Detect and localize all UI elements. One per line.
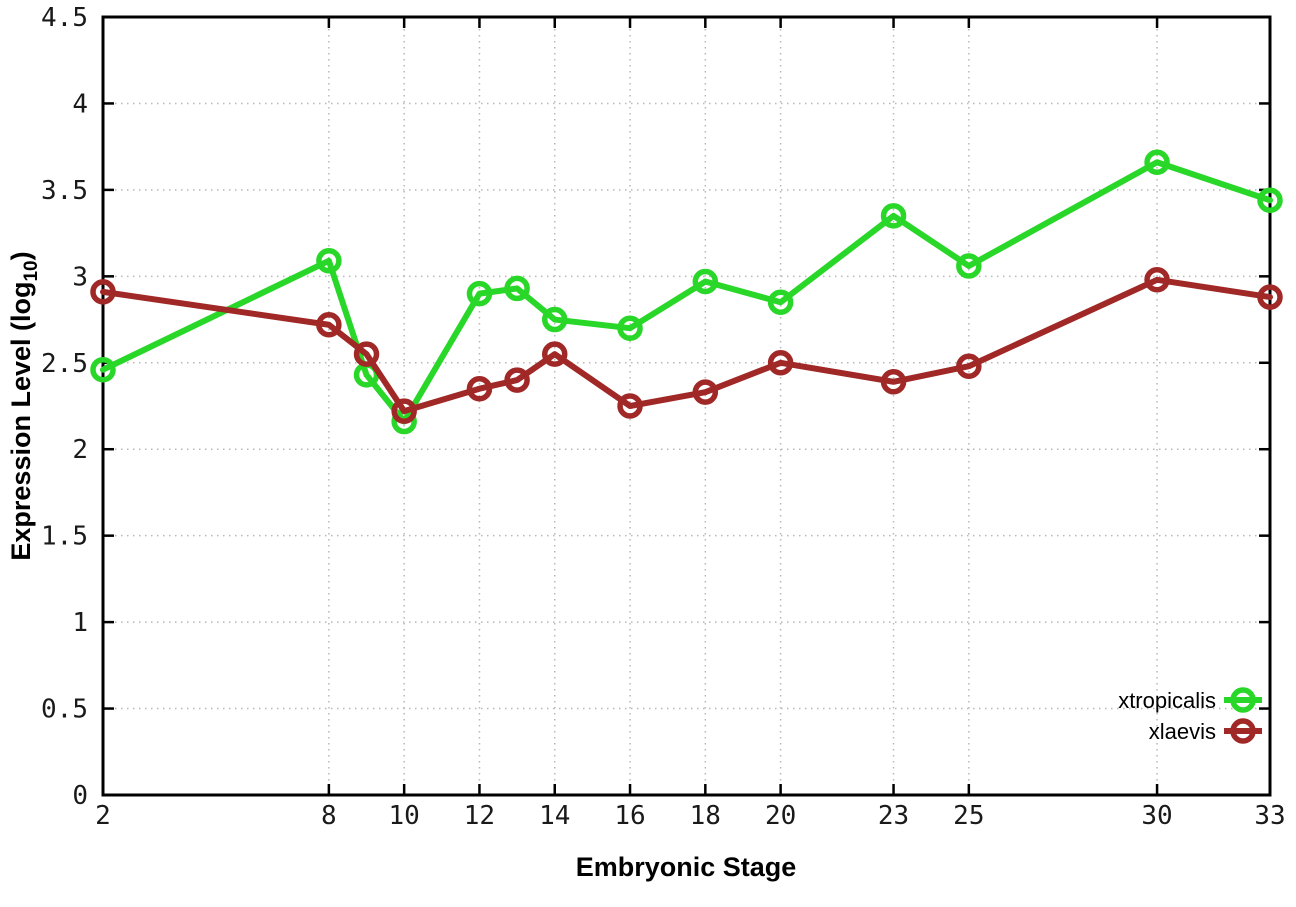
data-point-xlaevis-25 — [956, 353, 982, 379]
data-point-xtropicalis-20 — [767, 289, 794, 316]
y-tick-label: 4 — [72, 89, 88, 119]
data-point-xtropicalis-33 — [1257, 187, 1283, 214]
x-tick-label: 25 — [953, 801, 984, 831]
data-point-xlaevis-30 — [1144, 267, 1170, 293]
y-tick-label: 3 — [72, 262, 88, 292]
data-point-xtropicalis-2 — [90, 356, 116, 383]
data-point-xtropicalis-25 — [956, 253, 982, 279]
legend-sample-xtropicalis — [1224, 687, 1262, 713]
x-tick-label: 12 — [464, 801, 495, 831]
x-tick-label: 8 — [321, 801, 337, 831]
data-point-xlaevis-10 — [391, 398, 417, 424]
y-tick-label: 2.5 — [41, 349, 88, 379]
data-point-xlaevis-2 — [90, 279, 116, 305]
y-tick-label: 2 — [72, 435, 88, 465]
legend-sample-xlaevis — [1224, 718, 1262, 744]
y-axis-title-main: Expression Level (log — [6, 282, 36, 561]
data-point-xlaevis-16 — [617, 393, 643, 419]
y-axis-title-close: ) — [6, 251, 36, 260]
plot-border — [101, 15, 1272, 797]
data-point-xlaevis-33 — [1257, 284, 1283, 310]
data-point-xlaevis-20 — [767, 350, 794, 376]
data-point-xtropicalis-23 — [880, 203, 907, 229]
tick-marks-layer — [101, 15, 1272, 797]
plot-border-layer — [101, 15, 1272, 797]
x-tick-label: 16 — [614, 801, 645, 831]
data-point-xtropicalis-30 — [1144, 149, 1170, 175]
y-axis-title: Expression Level (log10) — [6, 251, 42, 560]
legend: xtropicalis xlaevis — [1118, 687, 1262, 744]
x-tick-label: 30 — [1141, 801, 1172, 831]
y-tick-label: 3.5 — [41, 176, 88, 206]
data-point-xtropicalis-8 — [316, 248, 342, 274]
y-tick-label: 1 — [72, 608, 88, 638]
x-tick-label: 23 — [878, 801, 909, 831]
legend-label-xtropicalis: xtropicalis — [1118, 688, 1216, 713]
x-axis-title: Embryonic Stage — [576, 852, 797, 882]
data-point-xlaevis-8 — [316, 311, 342, 338]
x-tick-label: 33 — [1254, 801, 1285, 831]
legend-sample-marker-xtropicalis — [1230, 687, 1256, 713]
data-point-xtropicalis-12 — [466, 280, 493, 307]
y-tick-label: 0.5 — [41, 695, 88, 725]
x-tick-label: 2 — [95, 801, 111, 831]
y-axis-title-subscript: 10 — [21, 260, 42, 281]
y-tick-label: 1.5 — [41, 522, 88, 552]
data-point-xlaevis-23 — [880, 369, 907, 395]
data-point-xlaevis-9 — [353, 341, 380, 367]
tick-labels-layer: 2 8 10 12 14 16 18 20 23 25 30 33 0 0.5 1 1.5 2 2.5 3 3.5 4 4… — [41, 3, 1286, 831]
x-tick-label: 14 — [539, 801, 570, 831]
x-tick-label: 18 — [690, 801, 721, 831]
data-point-xlaevis-12 — [466, 375, 493, 402]
x-tick-label: 10 — [389, 801, 420, 831]
grid-layer — [103, 17, 1270, 795]
data-point-xtropicalis-16 — [617, 315, 643, 341]
data-point-xtropicalis-14 — [541, 306, 568, 333]
y-tick-label: 0 — [72, 781, 88, 811]
data-point-xtropicalis-18 — [692, 268, 719, 295]
series-layer — [90, 149, 1283, 435]
legend-label-xlaevis: xlaevis — [1149, 719, 1216, 744]
series-line-xtropicalis — [100, 159, 1273, 425]
data-point-xlaevis-18 — [692, 379, 719, 405]
series-line-xlaevis — [100, 276, 1273, 415]
data-point-xlaevis-13 — [504, 367, 530, 393]
x-tick-label: 20 — [765, 801, 796, 831]
data-point-xlaevis-14 — [541, 341, 568, 367]
y-tick-label: 4.5 — [41, 3, 88, 33]
data-point-xtropicalis-13 — [504, 275, 530, 302]
legend-sample-marker-xlaevis — [1230, 718, 1256, 744]
